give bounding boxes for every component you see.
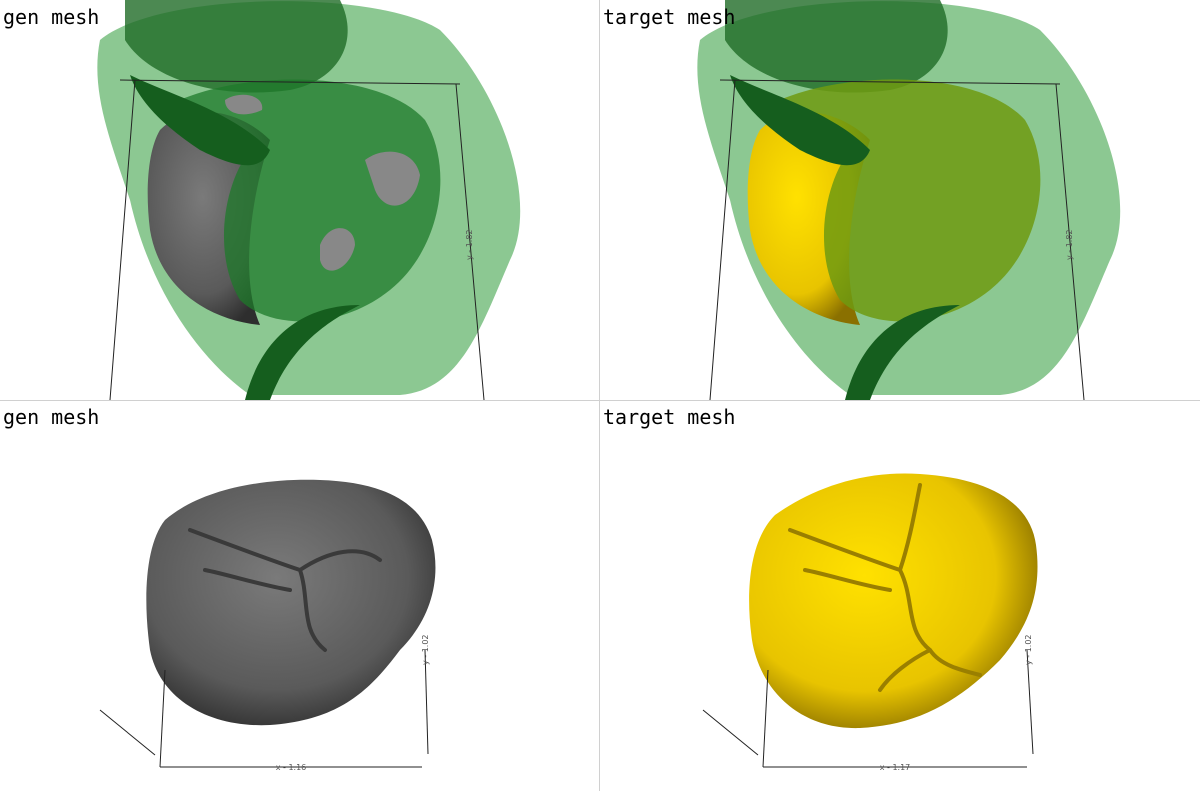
measure-line xyxy=(709,79,736,400)
measure-line xyxy=(762,669,769,768)
measure-gizmo xyxy=(702,649,1034,768)
y-axis-label: y - 1.82 xyxy=(1065,229,1074,260)
measure-line xyxy=(1026,649,1034,755)
target-tooth xyxy=(749,473,1038,729)
fissure xyxy=(188,528,382,652)
panel-title: gen mesh xyxy=(3,405,99,429)
measure-line xyxy=(99,709,156,756)
x-axis-label: x - 1.17 xyxy=(880,763,911,772)
measure-line xyxy=(119,79,461,85)
y-axis-label: y - 1.82 xyxy=(465,229,474,260)
y-axis-label: y - 1.02 xyxy=(421,634,430,665)
lower-sheet xyxy=(245,305,360,400)
measure-line xyxy=(1055,83,1085,400)
contact-sheet xyxy=(130,75,270,166)
measure-line xyxy=(455,83,485,400)
lower-sheet xyxy=(845,305,960,400)
contact-sheet xyxy=(730,75,870,166)
measure-gizmo xyxy=(99,649,429,768)
upper-mesh xyxy=(125,0,348,93)
panel-title: target mesh xyxy=(603,5,735,29)
measure-line xyxy=(109,79,136,400)
panel-title: target mesh xyxy=(603,405,735,429)
scene-gen-overlay: y - 1.82 xyxy=(97,0,521,400)
y-axis-label: y - 1.02 xyxy=(1024,634,1033,665)
measure-line xyxy=(702,709,759,756)
panel-title: gen mesh xyxy=(3,5,99,29)
scene-target-overlay: y - 1.82 xyxy=(697,0,1121,400)
upper-mesh xyxy=(725,0,948,93)
measure-line xyxy=(719,79,1061,85)
measure-line xyxy=(159,669,166,768)
gen-tooth xyxy=(146,479,436,726)
x-axis-label: x - 1.16 xyxy=(276,763,307,772)
fissure xyxy=(788,483,982,692)
measure-line xyxy=(424,649,429,755)
exposed-patch xyxy=(225,94,420,271)
